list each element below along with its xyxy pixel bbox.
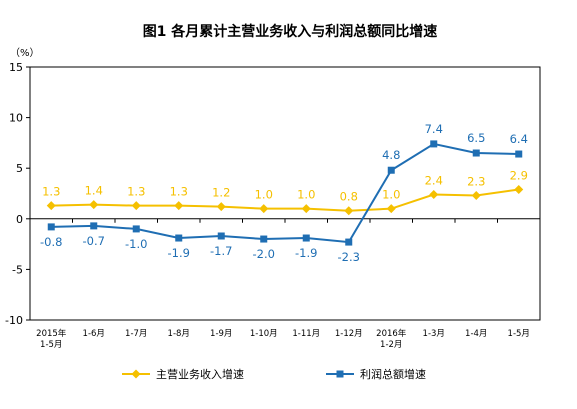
plot-frame — [29, 66, 541, 321]
y-tick-label: 0 — [16, 213, 23, 226]
y-unit-label: （%） — [10, 47, 40, 59]
data-label: 0.8 — [340, 190, 358, 204]
data-point — [301, 204, 311, 214]
data-point — [471, 191, 481, 201]
data-label: 1.4 — [85, 184, 103, 198]
data-point — [472, 149, 480, 157]
data-label: 2.4 — [425, 174, 443, 188]
data-point — [46, 201, 56, 211]
data-label: 1.3 — [170, 185, 188, 199]
series-revenue: 1.3 1.4 1.3 1.3 1.2 1.0 1.0 0.8 1.0 2.4 2.3 2.9 — [42, 168, 528, 216]
x-tick-label: 1-5月 — [508, 329, 530, 339]
data-label: 1.2 — [212, 186, 230, 200]
data-label: 1.3 — [127, 185, 145, 199]
data-point — [132, 225, 140, 233]
x-tick-label: 1-3月 — [423, 329, 445, 339]
data-point — [90, 222, 98, 230]
data-point — [345, 238, 353, 246]
x-tick-label: 1-8月 — [168, 329, 190, 339]
data-point — [175, 234, 183, 242]
data-point — [514, 184, 524, 194]
data-label: 1.0 — [255, 188, 273, 202]
x-tick-label: 2016年 1-2月 — [376, 328, 407, 350]
data-label: 2.3 — [467, 175, 485, 189]
series-layer: 1.3 1.4 1.3 1.3 1.2 1.0 1.0 0.8 1.02.4 2.3 2.9-0.8… — [40, 122, 528, 264]
data-point — [89, 200, 99, 210]
data-point — [259, 204, 269, 214]
axes: -10 -5 0 5 10 15 2015年 1-5月 1-6月 1-7月 1-8月 1-9月 1-10… — [5, 61, 541, 350]
data-point — [336, 370, 344, 378]
y-tick-label: -10 — [5, 314, 23, 327]
legend-label: 主营业务收入增速 — [156, 367, 244, 381]
x-tick-label: 1-9月 — [210, 329, 232, 339]
data-point — [174, 201, 184, 211]
data-point — [47, 223, 55, 231]
data-point — [131, 201, 141, 211]
x-tick-label: 1-6月 — [83, 329, 105, 339]
data-label: 1.0 — [382, 188, 400, 202]
x-tick-label: 2015年 1-5月 — [36, 328, 67, 350]
data-point — [302, 234, 310, 242]
data-point — [344, 206, 354, 216]
data-point — [515, 150, 523, 158]
legend: 主营业务收入增速 利润总额增速 — [122, 367, 426, 381]
chart-title: 图1 各月累计主营业务收入与利润总额同比增速 — [143, 23, 438, 40]
series-line — [51, 142, 519, 244]
x-tick-label: 1-11月 — [292, 329, 320, 339]
data-label: -2.0 — [253, 247, 275, 261]
x-tick-label: 1-4月 — [465, 329, 487, 339]
x-tick-label: 1-12月 — [335, 329, 363, 339]
y-tick-label: 15 — [9, 61, 23, 74]
data-label: 7.4 — [425, 122, 443, 136]
x-tick-label: 1-7月 — [125, 329, 147, 339]
data-point — [131, 369, 141, 379]
y-tick-label: 10 — [9, 112, 23, 125]
data-label: 6.5 — [467, 131, 485, 145]
data-label: 1.0 — [297, 188, 315, 202]
data-point — [386, 204, 396, 214]
data-label: 4.8 — [382, 148, 400, 162]
data-label: -1.9 — [295, 246, 317, 260]
data-point — [216, 202, 226, 212]
data-label: 2.9 — [510, 168, 528, 182]
y-tick-label: 5 — [16, 162, 23, 175]
data-point — [260, 235, 268, 243]
data-label: 1.3 — [42, 185, 60, 199]
legend-item: 主营业务收入增速 — [122, 367, 244, 381]
data-point — [430, 140, 438, 148]
y-tick-label: -5 — [12, 263, 23, 276]
data-label: -0.8 — [40, 235, 62, 249]
data-label: 6.4 — [510, 132, 528, 146]
data-point — [429, 190, 439, 200]
data-label: -1.7 — [210, 244, 232, 258]
legend-label: 利润总额增速 — [360, 367, 426, 381]
data-label: -1.9 — [168, 246, 190, 260]
data-point — [387, 166, 395, 174]
x-tick-label: 1-10月 — [250, 329, 278, 339]
legend-item: 利润总额增速 — [326, 367, 426, 381]
series-profit: -0.8 -0.7 -1.0 -1.9 -1.7 -2.0 -1.9 -2.3 4.8 7.4 6.… — [40, 122, 528, 264]
data-label: -0.7 — [83, 234, 105, 248]
data-point — [217, 232, 225, 240]
data-label: -1.0 — [125, 237, 147, 251]
series-line — [51, 188, 519, 212]
data-label: -2.3 — [338, 250, 360, 264]
